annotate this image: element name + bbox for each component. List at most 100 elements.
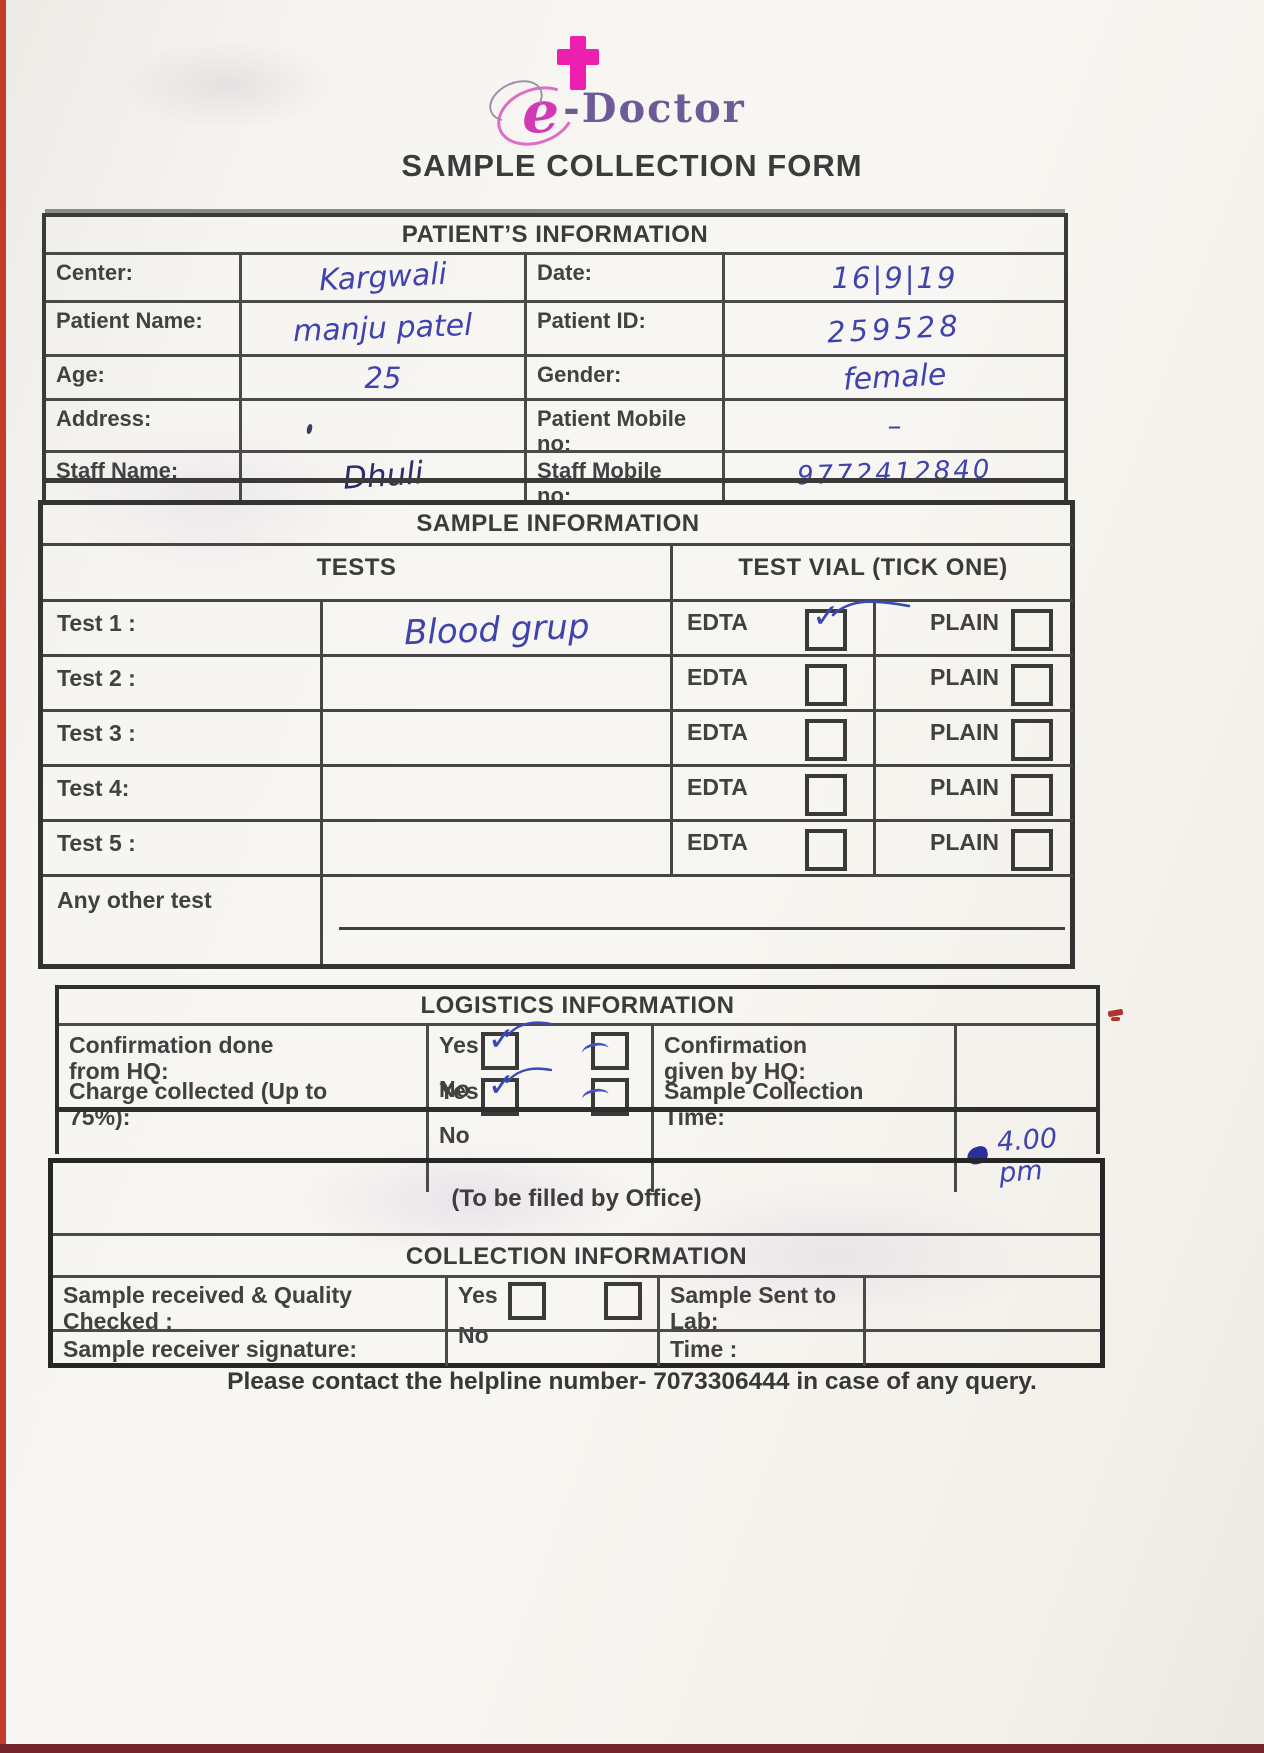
test2-label: Test 2 : — [43, 654, 320, 709]
label-center: Center: — [46, 252, 239, 300]
test3-vial-cell: EDTA PLAIN — [670, 709, 1073, 764]
logo-wordmark: -Doctor — [563, 85, 746, 132]
medical-cross-icon — [557, 36, 599, 90]
label-age: Age: — [46, 354, 239, 398]
test3-label: Test 3 : — [43, 709, 320, 764]
plain-option: PLAIN — [873, 712, 1073, 764]
test2-vial-cell: EDTA PLAIN — [670, 654, 1073, 709]
value-confirmation-given — [954, 1023, 1096, 1092]
edta-checkbox — [805, 719, 847, 761]
office-section: (To be filled by Office) COLLECTION INFO… — [48, 1158, 1105, 1368]
edta-option: EDTA — [673, 767, 873, 819]
label-sample-sent-to-lab: Sample Sent to Lab: — [657, 1275, 863, 1334]
plain-option: PLAIN — [873, 602, 1073, 654]
office-note: (To be filled by Office) — [451, 1185, 702, 1212]
plain-option: PLAIN — [873, 767, 1073, 819]
red-ink-speck — [1107, 1008, 1124, 1018]
label-staff-mobile: Staff Mobile no: — [524, 450, 722, 508]
plain-checkbox — [1011, 774, 1053, 816]
helpline-footer: Please contact the helpline number- 7073… — [227, 1368, 1037, 1395]
tick-tail — [505, 1067, 552, 1084]
test3-value — [320, 709, 670, 764]
value-time — [863, 1329, 1100, 1367]
scan-edge-red-stripe — [0, 0, 6, 1753]
value-gender: female — [722, 354, 1064, 398]
edta-label: EDTA — [687, 774, 748, 800]
plain-checkbox — [1011, 609, 1053, 651]
label-date: Date: — [524, 252, 722, 300]
yes-checkbox: ✓ — [480, 1067, 552, 1116]
label-patient-mobile: Patient Mobile no: — [524, 398, 722, 456]
edta-label: EDTA — [687, 609, 748, 635]
yes-checkbox — [507, 1282, 546, 1320]
edta-option: EDTA — [673, 712, 873, 764]
test1-value: Blood grup — [320, 599, 670, 654]
value-staff-name: Dhuli — [239, 450, 524, 502]
edta-option: EDTA — [673, 822, 873, 874]
yes-label: Yes — [458, 1282, 498, 1308]
tick-tail — [831, 600, 911, 617]
plain-checkbox — [1011, 664, 1053, 706]
edta-checkbox — [805, 664, 847, 706]
label-patient-name: Patient Name: — [46, 300, 239, 354]
tick-mark: ✓ — [812, 596, 840, 635]
test5-label: Test 5 : — [43, 819, 320, 874]
edta-label: EDTA — [687, 664, 748, 690]
label-charge-collected: Charge collected (Up to 75%): — [69, 1078, 328, 1131]
confirmation-done-yesno: Yes ✓ No — [426, 1019, 651, 1102]
label-staff-name: Staff Name: — [46, 450, 239, 502]
no-label: No — [439, 1076, 470, 1102]
sample-received-yesno: Yes No — [445, 1275, 657, 1348]
label-confirmation-done: Confirmation done from HQ: — [59, 1023, 426, 1092]
edta-option: EDTA — [673, 657, 873, 709]
divider — [53, 1233, 1100, 1236]
value-patient-mobile: – — [722, 398, 1064, 450]
test1-label: Test 1 : — [43, 599, 320, 654]
test5-value — [320, 819, 670, 874]
edta-option: EDTA ✓ — [673, 599, 911, 654]
value-address — [239, 398, 524, 450]
logo-e-glyph: e — [482, 72, 584, 156]
plain-checkbox — [1011, 829, 1053, 871]
test4-vial-cell: EDTA PLAIN — [670, 764, 1073, 819]
write-in-line — [339, 927, 1065, 930]
edta-label: EDTA — [687, 829, 748, 855]
logistics-heading: LOGISTICS INFORMATION — [420, 992, 735, 1019]
plain-checkbox — [1011, 719, 1053, 761]
no-label: No — [458, 1322, 489, 1348]
tick-tail — [505, 1021, 552, 1038]
plain-label: PLAIN — [930, 664, 999, 690]
label-sample-received: Sample received & Quality Checked : — [53, 1275, 445, 1334]
no-checkbox — [580, 1078, 629, 1116]
value-patient-name: manju patel — [239, 300, 524, 354]
no-checkbox — [603, 1282, 642, 1320]
test4-label: Test 4: — [43, 764, 320, 819]
plain-option: PLAIN — [873, 822, 1073, 874]
patient-info-heading: PATIENT’S INFORMATION — [401, 220, 709, 248]
label-time: Time : — [657, 1329, 863, 1367]
stray-ink-mark — [580, 1040, 610, 1062]
test2-value — [320, 654, 670, 709]
label-gender: Gender: — [524, 354, 722, 398]
sample-info-table: SAMPLE INFORMATION TESTS TEST VIAL (TICK… — [38, 500, 1075, 969]
form-title: SAMPLE COLLECTION FORM — [401, 148, 863, 183]
edoctor-logo: e -Doctor — [0, 72, 1264, 156]
collection-info-table: Sample received & Quality Checked : Yes … — [53, 1275, 1100, 1367]
label-receiver-signature: Sample receiver signature: — [53, 1329, 445, 1366]
ink-dot — [305, 423, 314, 435]
table-bottom-border-through-row — [55, 1107, 1100, 1112]
label-patient-id: Patient ID: — [524, 300, 722, 354]
edta-checkbox: ✓ — [805, 599, 911, 651]
no-checkbox — [580, 1032, 629, 1070]
scan-edge-bottom-stripe — [0, 1744, 1264, 1753]
yes-label: Yes — [439, 1078, 479, 1104]
receiver-signature-space — [445, 1329, 657, 1367]
test1-vial-cell: EDTA ✓ PLAIN — [670, 599, 1073, 654]
test5-vial-cell: EDTA PLAIN — [670, 819, 1073, 874]
value-center: Kargwali — [239, 252, 524, 300]
collection-info-heading: COLLECTION INFORMATION — [405, 1243, 748, 1270]
tick-mark: ✓ — [487, 1019, 516, 1058]
any-other-test-label: Any other test — [43, 874, 320, 964]
edta-checkbox — [805, 829, 847, 871]
